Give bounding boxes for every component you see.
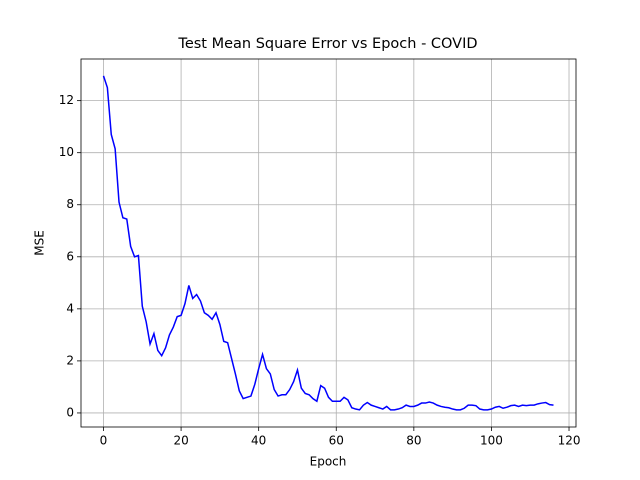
y-tick-label: 10 [59, 145, 74, 159]
y-tick-label: 12 [59, 93, 74, 107]
x-tick-label: 120 [558, 434, 581, 448]
x-axis-label: Epoch [310, 455, 347, 469]
x-tick-label: 60 [329, 434, 344, 448]
y-tick-label: 2 [66, 353, 74, 367]
x-tick-label: 80 [406, 434, 421, 448]
x-tick-label: 0 [100, 434, 108, 448]
x-tick-label: 100 [480, 434, 503, 448]
y-tick-label: 6 [66, 249, 74, 263]
y-tick-label: 4 [66, 301, 74, 315]
x-tick-label: 40 [251, 434, 266, 448]
data-line [102, 75, 554, 411]
plot-frame [80, 58, 577, 428]
chart-title: Test Mean Square Error vs Epoch - COVID [177, 36, 477, 52]
y-tick-label: 0 [66, 405, 74, 419]
y-axis-label: MSE [33, 230, 47, 256]
x-tick-label: 20 [173, 434, 188, 448]
y-tick-label: 8 [66, 197, 74, 211]
